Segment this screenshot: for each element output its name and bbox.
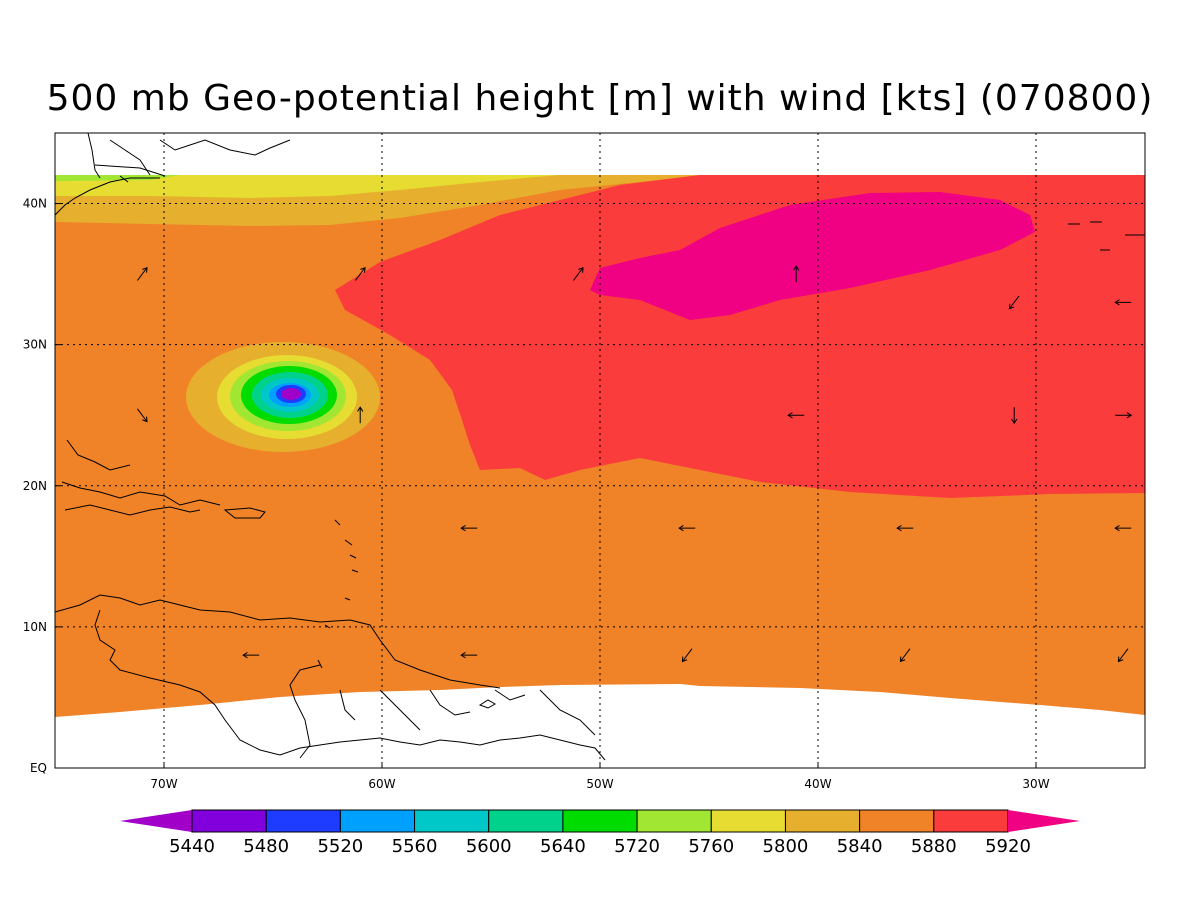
colorbar-swatch [636,809,712,833]
wind-arrow [1011,407,1018,425]
height-field [55,175,1145,768]
wind-arrow [136,408,148,423]
y-tick-label: 30N [23,338,47,352]
axes: 70W 60W 50W 40W 30W 40N 30N 20N 10N EQ [23,197,1050,791]
colorbar-swatch [488,809,564,833]
colorbar-swatch [710,809,786,833]
y-tick-label: 10N [23,620,47,634]
colorbar-label: 5440 [169,836,215,857]
colorbar-label: 5480 [243,836,289,857]
x-tick-label: 60W [368,777,395,791]
colorbar-label: 5600 [466,836,512,857]
x-tick-label: 50W [586,777,613,791]
colorbar-swatch [562,809,638,833]
colorbar-swatch [784,809,861,833]
wind-arrow [681,648,693,663]
colorbar: 5440 5480 5520 5560 5600 5640 5720 5760 5800 5840… [120,809,1080,857]
colorbar-label: 5720 [614,836,660,857]
map-title: 500 mb Geo-potential height [m] with win… [46,78,1154,119]
colorbar-swatch-min [120,810,192,832]
wind-arrow [1114,299,1132,306]
wind-arrow [899,648,911,663]
colorbar-label: 5760 [688,836,734,857]
colorbar-label: 5640 [540,836,586,857]
contour-5720-band [55,175,180,181]
wind-arrow [354,266,366,281]
colorbar-label: 5840 [837,836,883,857]
wind-vectors [136,265,1133,663]
contour-5920-band [590,192,1035,320]
colorbar-swatch [933,809,1009,833]
colorbar-label: 5800 [763,836,809,857]
y-tick-label: 40N [23,197,47,211]
wind-arrow [242,652,260,659]
wind-arrow [1117,648,1129,663]
colorbar-swatch [191,809,267,833]
wind-arrow [1114,525,1132,532]
colorbar-label: 5520 [317,836,363,857]
wind-arrow [1008,295,1020,310]
colorbar-swatch [339,809,416,833]
x-tick-label: 30W [1022,777,1049,791]
colorbar-swatch [859,809,935,833]
wind-arrow [357,406,364,424]
colorbar-label: 5920 [985,836,1031,857]
wind-arrow [573,266,584,281]
colorbar-label: 5880 [911,836,957,857]
colorbar-label: 5560 [392,836,438,857]
x-tick-label: 40W [804,777,831,791]
wind-arrow [1115,412,1133,419]
y-tick-label: EQ [30,761,47,775]
wind-arrow [787,412,805,419]
contour-5760-band [55,175,560,198]
x-tick-label: 70W [150,777,177,791]
wind-arrow [678,525,696,532]
wind-arrow [460,652,478,659]
colorbar-swatch [265,809,341,833]
wind-arrow [460,525,478,532]
colorbar-swatch [414,809,490,833]
y-tick-label: 20N [23,479,47,493]
grid-lines [55,133,1145,768]
colorbar-swatch-max [1008,810,1080,832]
wind-arrow [793,265,800,283]
low-pressure-system [186,342,380,452]
wind-arrow [136,266,148,281]
wind-arrow [896,525,914,532]
coastlines [54,132,1145,761]
southern-nodata-area [55,684,1145,768]
